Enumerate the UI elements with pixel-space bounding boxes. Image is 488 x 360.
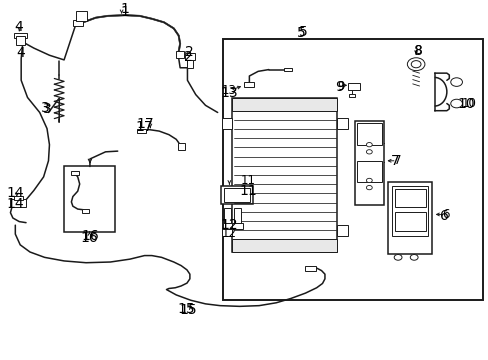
Circle shape [407,58,424,71]
Text: 5: 5 [297,26,305,40]
Bar [232,223,242,229]
Bar [137,129,146,133]
Bar [354,121,383,206]
Bar [283,68,292,71]
Circle shape [366,143,371,147]
Text: 10: 10 [457,96,474,111]
Text: 8: 8 [413,44,421,57]
Bar [336,225,347,236]
Bar [64,166,115,232]
Circle shape [393,255,401,260]
Bar [221,186,252,204]
Bar [186,60,192,68]
Bar [221,225,232,236]
Text: 4: 4 [14,21,23,34]
Bar [224,188,249,202]
Bar [348,94,354,97]
Text: 6: 6 [439,209,448,223]
Text: 2: 2 [184,45,193,59]
Circle shape [450,78,462,86]
Text: 7: 7 [390,154,399,168]
Bar [76,10,87,21]
Text: 4: 4 [16,46,24,60]
Bar [176,51,183,58]
Bar [387,182,431,254]
Bar [10,199,26,207]
Text: 12: 12 [221,227,236,240]
Text: 11: 11 [239,184,257,198]
Text: 15: 15 [179,303,197,317]
Text: 3: 3 [41,101,50,115]
Circle shape [409,255,417,260]
Circle shape [366,185,371,190]
Bar [222,39,483,300]
Bar [14,196,23,200]
Bar [232,239,336,252]
Circle shape [366,178,371,183]
Text: 2: 2 [183,50,192,64]
Bar [356,123,381,145]
Bar [73,20,82,26]
Bar [184,54,194,60]
Bar [221,118,232,129]
Text: 17: 17 [136,120,153,134]
Text: 13: 13 [220,86,237,100]
Bar [347,83,359,90]
Bar [391,186,427,236]
Bar [244,82,254,87]
Bar [177,143,184,150]
Bar [336,118,347,129]
Bar [14,33,26,39]
Text: 11: 11 [241,174,255,187]
Text: 3: 3 [42,102,51,116]
Text: 16: 16 [81,231,98,245]
Text: 9: 9 [334,80,344,94]
Bar [232,98,336,111]
Bar [305,266,316,271]
Text: 14: 14 [6,186,24,200]
Bar [81,209,89,213]
Text: 8: 8 [413,44,422,58]
Bar [222,223,232,229]
Circle shape [410,60,420,68]
Bar [224,208,231,223]
Bar [71,171,79,175]
Text: 16: 16 [81,229,99,243]
Bar [16,36,24,45]
Bar [232,98,336,252]
Text: 14: 14 [6,197,24,211]
Text: 13: 13 [221,84,236,97]
Circle shape [450,99,462,108]
Text: 1: 1 [121,5,129,19]
Text: 7: 7 [393,154,401,167]
Bar [356,161,381,182]
Text: 9: 9 [336,80,344,93]
Text: 17: 17 [136,117,154,131]
Text: 15: 15 [177,302,194,316]
Bar [394,212,425,230]
Text: 6: 6 [441,208,448,221]
Text: 10: 10 [460,97,475,110]
Bar [394,189,425,207]
Circle shape [366,150,371,154]
Bar [233,208,241,223]
Text: 5: 5 [298,25,307,39]
Text: 12: 12 [220,218,237,232]
Text: 1: 1 [121,3,129,17]
